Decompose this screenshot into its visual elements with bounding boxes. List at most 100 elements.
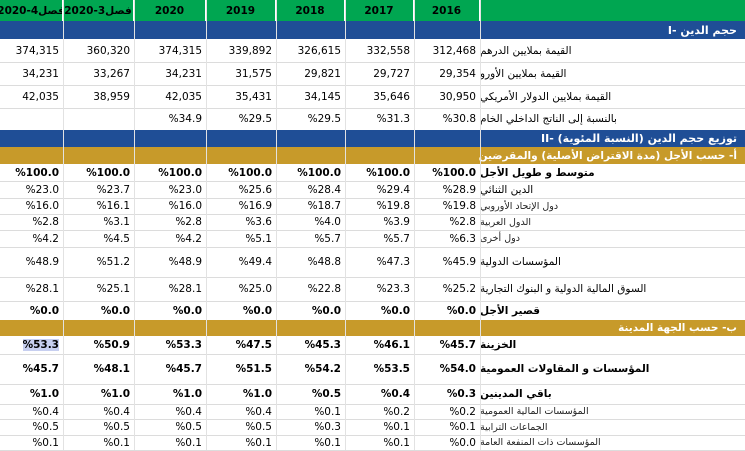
table-cell[interactable]: %0.5	[175, 421, 202, 433]
table-cell[interactable]: %23.0	[168, 183, 202, 196]
table-cell[interactable]: %23.3	[376, 283, 410, 295]
table-cell[interactable]: %49.4	[238, 256, 272, 268]
table-cell[interactable]: %51.2	[96, 256, 130, 268]
table-cell[interactable]: %5.7	[314, 232, 341, 245]
table-cell[interactable]	[0, 108, 63, 130]
table-cell[interactable]: %4.5	[103, 232, 130, 245]
table-cell[interactable]: %0.0	[172, 304, 202, 317]
table-cell[interactable]: %29.4	[376, 183, 410, 196]
subsection-title[interactable]: أ- حسب الأجل (مدة الاقتراض الأصلية) والم…	[478, 149, 737, 162]
table-cell[interactable]: %51.5	[235, 363, 272, 375]
table-cell[interactable]: %16.9	[238, 200, 272, 212]
table-cell[interactable]: 360,320	[86, 44, 130, 57]
row-label[interactable]: القيمة بملايين الدرهم	[480, 44, 572, 57]
col-header-2019[interactable]: 2019	[206, 0, 276, 21]
table-cell[interactable]: %3.6	[245, 216, 272, 228]
table-cell[interactable]: 374,315	[158, 44, 202, 57]
table-cell[interactable]: %0.1	[314, 405, 341, 418]
table-cell[interactable]: 30,950	[439, 90, 476, 103]
table-cell[interactable]	[63, 108, 134, 130]
table-cell[interactable]: %0.5	[103, 421, 130, 433]
table-cell[interactable]: 31,575	[235, 67, 272, 80]
row-label[interactable]: باقي المدينين	[480, 388, 552, 400]
table-cell[interactable]: %4.0	[314, 216, 341, 228]
table-cell[interactable]: %0.3	[446, 388, 476, 400]
table-cell[interactable]: 34,145	[304, 90, 341, 103]
col-header-2017[interactable]: 2017	[345, 0, 414, 21]
table-cell[interactable]: %100.0	[158, 166, 202, 179]
table-cell[interactable]: %48.8	[307, 256, 341, 268]
table-cell[interactable]: %47.3	[376, 256, 410, 268]
table-cell[interactable]: %0.0	[449, 436, 476, 449]
table-cell[interactable]: %48.1	[93, 363, 130, 375]
table-cell[interactable]: %34.9	[168, 113, 202, 125]
table-cell[interactable]: %0.1	[103, 436, 130, 449]
table-cell[interactable]: %45.7	[22, 363, 59, 375]
table-cell[interactable]: %0.0	[446, 304, 476, 317]
table-cell[interactable]: 34,231	[22, 67, 59, 80]
table-cell[interactable]: %0.1	[314, 436, 341, 449]
table-cell[interactable]: %16.1	[96, 200, 130, 212]
table-cell[interactable]: %46.1	[373, 339, 410, 351]
col-header-2018[interactable]: 2018	[276, 0, 345, 21]
table-cell[interactable]: 29,727	[373, 67, 410, 80]
table-cell[interactable]: %100.0	[366, 166, 410, 179]
table-cell[interactable]: %45.7	[439, 339, 476, 351]
table-cell[interactable]: %3.1	[103, 216, 130, 228]
table-cell[interactable]: %2.8	[175, 216, 202, 228]
table-cell[interactable]: %0.4	[245, 405, 272, 418]
table-cell[interactable]: 38,959	[93, 90, 130, 103]
table-cell[interactable]: %28.4	[307, 183, 341, 196]
row-label[interactable]: القيمة بملايين الأورو	[480, 67, 567, 80]
table-cell[interactable]: %25.0	[238, 283, 272, 295]
row-label[interactable]: المؤسسات الدولية	[480, 256, 561, 268]
table-cell[interactable]: %0.1	[32, 436, 59, 449]
table-cell[interactable]: 35,431	[235, 90, 272, 103]
row-label[interactable]: قصير الأجل	[480, 304, 541, 317]
table-cell[interactable]: %48.9	[25, 256, 59, 268]
table-cell[interactable]: %0.0	[242, 304, 272, 317]
col-header-2020[interactable]: 2020	[134, 0, 206, 21]
table-cell[interactable]: 312,468	[432, 44, 476, 57]
table-cell[interactable]: %22.8	[307, 283, 341, 295]
table-cell[interactable]: %0.0	[380, 304, 410, 317]
table-cell[interactable]: %5.1	[245, 232, 272, 245]
table-cell[interactable]: %25.2	[442, 283, 476, 295]
row-label[interactable]: المؤسسات ذات المنفعة العامة	[480, 437, 601, 448]
table-cell[interactable]: %28.1	[168, 283, 202, 295]
table-cell[interactable]: %100.0	[86, 166, 130, 179]
table-cell[interactable]: %100.0	[228, 166, 272, 179]
table-cell[interactable]: %0.5	[32, 421, 59, 433]
table-cell[interactable]: %19.8	[376, 200, 410, 212]
table-cell[interactable]: %0.0	[100, 304, 130, 317]
table-cell[interactable]: %53.3	[165, 339, 202, 351]
table-cell[interactable]: %0.5	[245, 421, 272, 433]
table-cell[interactable]: %0.1	[383, 421, 410, 433]
col-header-q3-2020[interactable]: 2020-3فصل	[63, 0, 134, 21]
row-label[interactable]: الخزينة	[480, 339, 517, 351]
table-cell[interactable]: %23.7	[96, 183, 130, 196]
table-cell[interactable]: 34,231	[165, 67, 202, 80]
table-cell[interactable]: %45.3	[304, 339, 341, 351]
table-cell[interactable]: %0.1	[383, 436, 410, 449]
table-cell[interactable]: %0.4	[32, 405, 59, 418]
row-label[interactable]: المؤسسات المالية العمومية	[480, 406, 589, 417]
table-cell[interactable]: %19.8	[442, 200, 476, 212]
table-cell[interactable]: %50.9	[93, 339, 130, 351]
row-label[interactable]: الجماعات الترابية	[480, 421, 548, 433]
table-cell[interactable]: %1.0	[172, 388, 202, 400]
table-cell[interactable]: %25.6	[238, 183, 272, 196]
table-cell[interactable]: %45.9	[442, 256, 476, 268]
table-cell[interactable]: %100.0	[15, 166, 59, 179]
table-cell[interactable]: %0.1	[245, 436, 272, 449]
table-cell[interactable]: 29,354	[439, 67, 476, 80]
table-cell[interactable]: %54.0	[439, 363, 476, 375]
table-cell[interactable]: 332,558	[366, 44, 410, 57]
table-cell[interactable]: %23.0	[25, 183, 59, 196]
table-cell[interactable]: %31.3	[376, 113, 410, 125]
subsection-title[interactable]: ب- حسب الجهة المدينة	[618, 322, 737, 334]
table-cell[interactable]: %54.2	[304, 363, 341, 375]
table-cell[interactable]: %18.7	[307, 200, 341, 212]
table-cell[interactable]: %16.0	[25, 200, 59, 212]
table-cell[interactable]: 29,821	[304, 67, 341, 80]
